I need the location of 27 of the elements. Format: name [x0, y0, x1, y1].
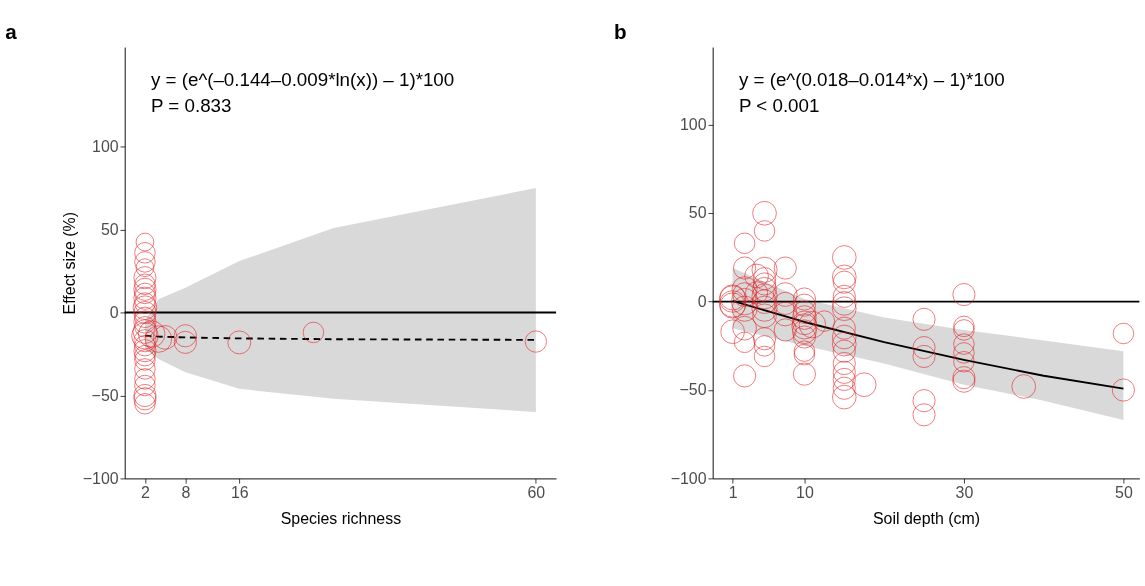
y-tick-label: −100: [82, 469, 119, 487]
x-tick-label: 8: [181, 483, 191, 501]
y-tick-label: −100: [670, 469, 707, 487]
x-tick-label: 30: [955, 483, 974, 501]
y-tick-label: 100: [92, 137, 119, 155]
y-tick-label: 0: [697, 292, 707, 310]
y-tick-label: −50: [91, 386, 119, 404]
y-tick-label: 0: [109, 303, 119, 321]
y-tick-label: 100: [680, 116, 707, 134]
y-tick-label: 50: [100, 220, 119, 238]
x-tick-label: 1: [728, 483, 738, 501]
x-tick-label: 2: [140, 483, 150, 501]
annotation: P < 0.001: [738, 94, 820, 116]
annotation: P = 0.833: [150, 94, 232, 116]
y-tick-label: 50: [688, 204, 707, 222]
x-tick-label: 50: [1115, 483, 1133, 501]
chart-title: a: [5, 19, 18, 43]
annotation: y = (e^(–0.144–0.009*ln(x)) – 1)*100: [150, 68, 455, 90]
annotation: y = (e^(0.018–0.014*x) – 1)*100: [738, 68, 1005, 90]
x-axis-title: Soil depth (cm): [872, 509, 981, 527]
y-tick-label: −50: [679, 381, 707, 399]
x-tick-label: 10: [796, 483, 814, 501]
x-tick-label: 16: [230, 483, 249, 501]
x-axis-title: Species richness: [280, 509, 402, 527]
y-axis-title: Effect size (%): [61, 211, 79, 315]
chart-title: b: [613, 19, 627, 43]
x-tick-label: 60: [527, 483, 546, 501]
